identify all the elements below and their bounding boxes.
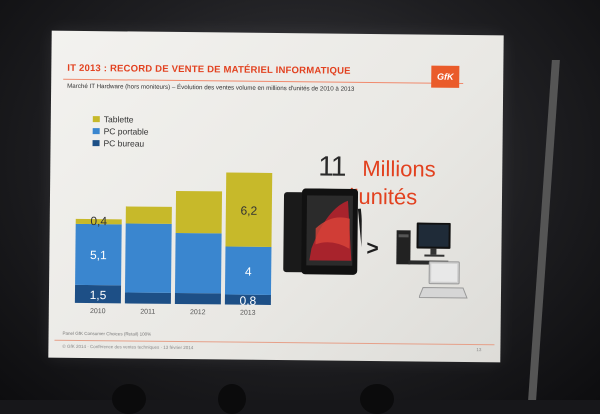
data-label: 1,5 (89, 288, 107, 303)
bar-2010: 1,5 5,1 0,4 (74, 214, 122, 304)
x-axis-label: 2012 (189, 309, 206, 317)
legend-swatch-pc-bureau (92, 140, 100, 147)
page-number: 13 (476, 347, 482, 353)
bar-segment-tablette (175, 191, 223, 234)
bar-2011 (124, 206, 172, 304)
chart-source: Panel GfK Consumer Choices (Retail) 100% (62, 330, 152, 337)
highlight-number: 11 (318, 150, 346, 182)
legend-label-tablette: Tablette (103, 114, 134, 125)
data-label: 0,8 (239, 293, 257, 308)
bar-segment-pc-bureau (124, 292, 171, 304)
projected-slide: IT 2013 : RECORD DE VENTE DE MATÉRIEL IN… (48, 30, 504, 363)
legend-item-pc-bureau: PC bureau (92, 137, 148, 150)
legend-label-pc-portable: PC portable (103, 126, 149, 137)
legend-item-pc-portable: PC portable (92, 125, 149, 138)
audience-head (112, 384, 146, 414)
data-label: 0,4 (90, 213, 108, 229)
gfk-logo: GfK (431, 65, 460, 88)
audience-head (360, 384, 394, 414)
legend-swatch-pc-portable (92, 128, 100, 135)
bar-2013: 0,8 4 6,2 (224, 172, 273, 308)
data-label: 6,2 (240, 203, 258, 219)
audience-head (218, 384, 246, 414)
data-label: 5,1 (89, 248, 107, 263)
legend-swatch-tablette (92, 116, 100, 123)
bar-segment-pc-bureau (174, 293, 221, 305)
legend-label-pc-bureau: PC bureau (103, 138, 145, 149)
data-label: 4 (244, 265, 252, 280)
bar-segment-pc-portable (124, 223, 172, 294)
bar-2012 (174, 191, 223, 305)
bar-segment-pc-portable (174, 233, 222, 294)
tablet-device-icon (283, 188, 363, 279)
desktop-computer-icon (396, 222, 451, 265)
highlight-word: Millions (362, 155, 436, 182)
legend-item-tablette: Tablette (92, 113, 149, 126)
slide-subtitle: Marché IT Hardware (hors moniteurs) – Év… (67, 82, 355, 93)
bar-segment-tablette (125, 206, 172, 224)
laptop-icon (418, 261, 468, 299)
x-axis-label: 2011 (140, 308, 156, 316)
chart-legend: Tablette PC portable PC bureau (92, 113, 149, 150)
x-axis-label: 2010 (89, 308, 106, 316)
audience-heads (0, 370, 600, 414)
slide-title: IT 2013 : RECORD DE VENTE DE MATÉRIEL IN… (67, 62, 351, 77)
x-axis-label: 2013 (239, 309, 256, 317)
slide-footer: © GfK 2014 · Conférence des ventes techn… (62, 343, 194, 351)
greater-than-symbol: > (366, 236, 379, 261)
